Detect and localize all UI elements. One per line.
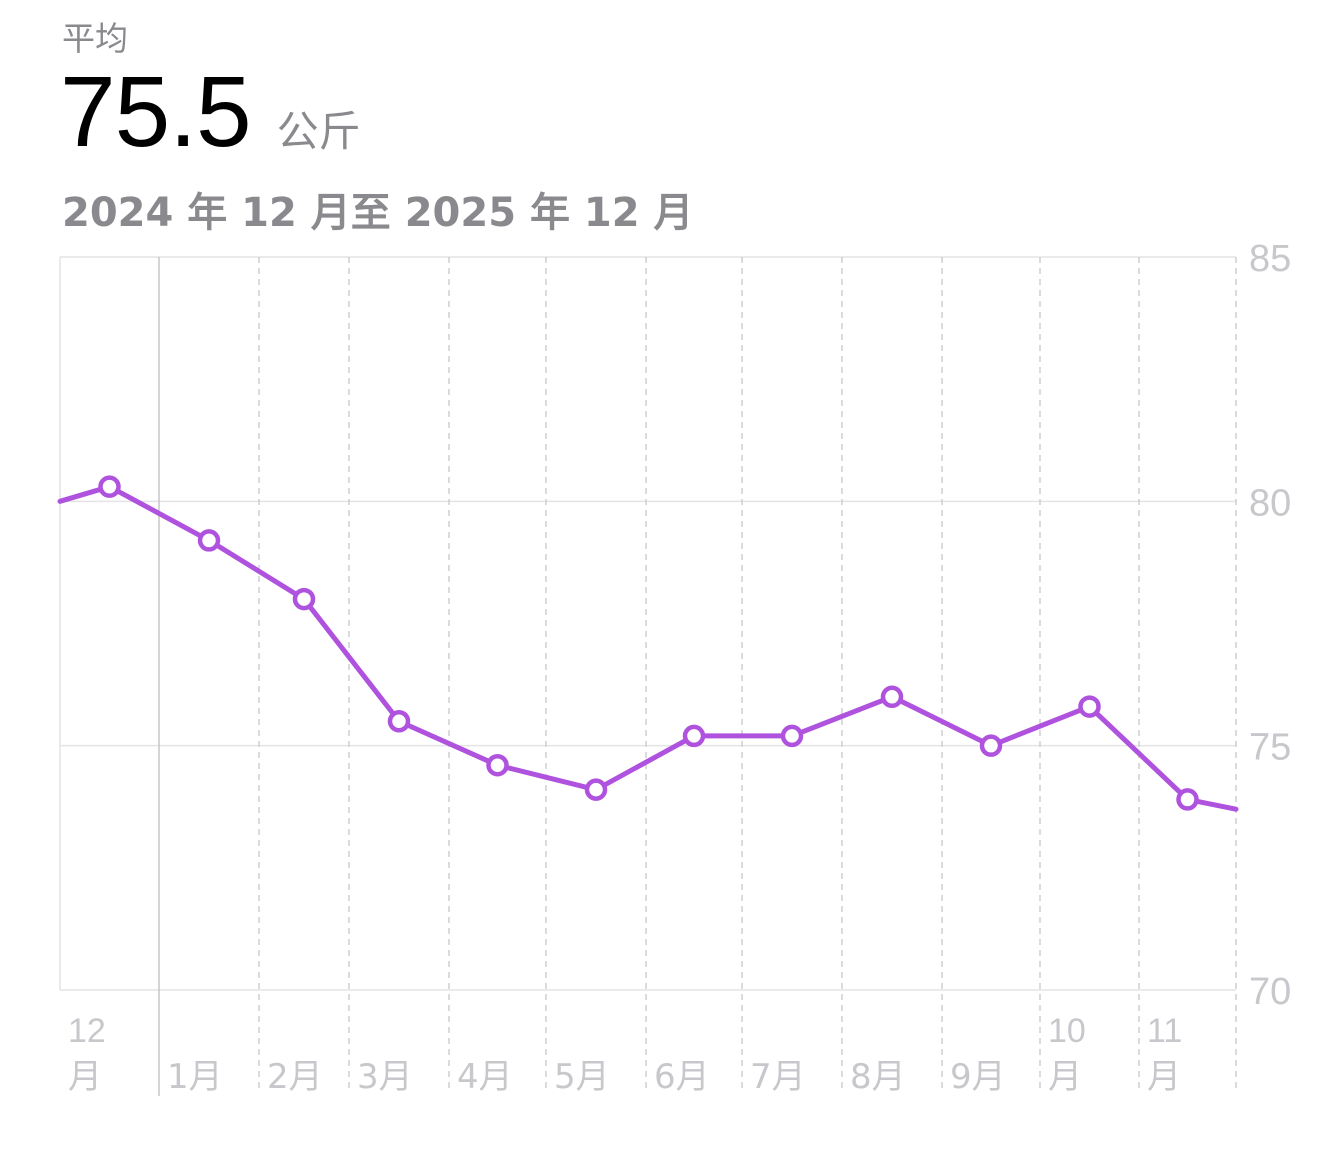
- x-tick-label: 3月: [357, 1057, 413, 1097]
- x-tick-label: 4月: [457, 1057, 513, 1097]
- average-value: 75.5: [60, 56, 252, 168]
- data-point-marker: [1078, 695, 1101, 718]
- average-unit: 公斤: [276, 107, 361, 156]
- x-tick-label: 9月: [950, 1057, 1006, 1097]
- x-tick-label: 8月: [850, 1057, 906, 1097]
- x-tick-label: 月: [1147, 1057, 1181, 1097]
- data-point-marker: [584, 778, 608, 801]
- x-tick-label-number: 12: [68, 1012, 106, 1050]
- x-tick-label-number: 10: [1048, 1012, 1086, 1050]
- data-point-marker: [979, 734, 1003, 757]
- y-tick-label: 85: [1249, 238, 1291, 280]
- data-point-marker: [1176, 788, 1199, 811]
- data-point-marker: [387, 709, 411, 733]
- data-point-marker: [880, 685, 904, 709]
- x-tick-label: 6月: [654, 1057, 710, 1097]
- x-tick-label: 2月: [267, 1057, 323, 1097]
- series-line: [57, 484, 1239, 812]
- data-point-marker: [292, 587, 316, 611]
- y-tick-label: 70: [1249, 971, 1291, 1013]
- data-point-marker: [486, 753, 509, 777]
- date-range: 2024 年 12 月至 2025 年 12 月: [62, 190, 694, 236]
- y-tick-label: 75: [1249, 727, 1291, 769]
- x-tick-label: 7月: [750, 1057, 806, 1097]
- x-tick-label: 1月: [167, 1057, 223, 1097]
- data-point-marker: [780, 724, 804, 748]
- summary-value-row: 75.5 公斤: [60, 62, 361, 162]
- x-tick-label: 5月: [554, 1057, 610, 1097]
- x-tick-label: 月: [68, 1057, 102, 1097]
- summary-label: 平均: [62, 19, 128, 58]
- y-tick-label: 80: [1249, 482, 1291, 524]
- data-point-marker: [98, 475, 121, 498]
- x-tick-label-number: 11: [1147, 1012, 1182, 1050]
- x-tick-label: 月: [1048, 1057, 1082, 1097]
- data-point-marker: [682, 724, 706, 748]
- data-point-marker: [197, 529, 221, 552]
